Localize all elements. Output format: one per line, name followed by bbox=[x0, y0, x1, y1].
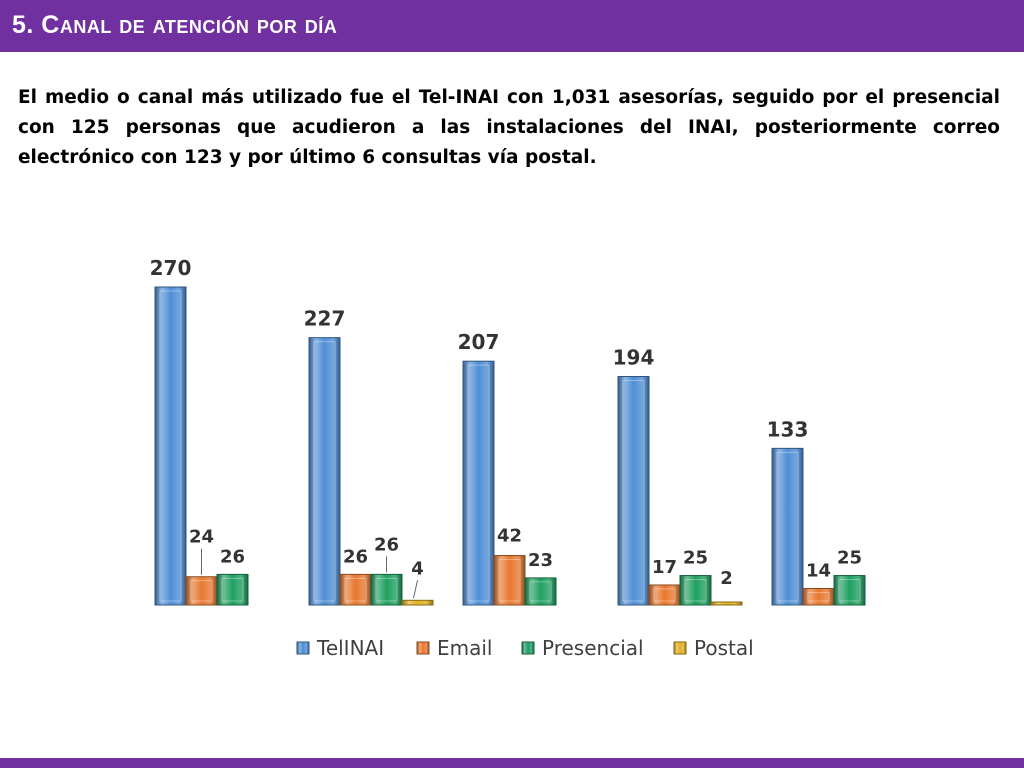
bar-bevel-email-5 bbox=[807, 592, 830, 602]
data-label-presencial-4: 25 bbox=[683, 548, 708, 569]
data-label-email-3: 42 bbox=[497, 526, 522, 547]
bar-bevel-email-2 bbox=[344, 577, 367, 602]
data-label-telinai-2: 227 bbox=[304, 307, 346, 331]
bar-bevel-email-3 bbox=[498, 559, 521, 602]
data-label-email-2: 26 bbox=[343, 546, 368, 567]
data-label-telinai-4: 194 bbox=[613, 346, 655, 370]
legend-swatch-postal bbox=[673, 641, 687, 655]
bar-bevel-telinai-5 bbox=[776, 451, 799, 602]
data-label-telinai-5: 133 bbox=[767, 417, 809, 441]
bar-presencial-3 bbox=[524, 577, 557, 606]
bar-presencial-2 bbox=[370, 573, 403, 606]
data-label-presencial-1: 26 bbox=[220, 546, 245, 567]
bar-telinai-5 bbox=[771, 447, 804, 606]
bar-presencial-5 bbox=[833, 575, 866, 606]
bar-telinai-3 bbox=[462, 360, 495, 606]
legend-label-postal: Postal bbox=[694, 636, 754, 660]
bar-bevel-presencial-4 bbox=[684, 579, 707, 602]
bar-bevel-telinai-3 bbox=[467, 364, 490, 602]
data-label-presencial-2: 26 bbox=[374, 534, 399, 555]
legend-label-presencial: Presencial bbox=[542, 636, 644, 660]
bar-email-2 bbox=[339, 573, 372, 606]
bar-bevel-presencial-1 bbox=[221, 577, 244, 602]
bar-presencial-4 bbox=[679, 575, 712, 606]
data-label-email-1: 24 bbox=[189, 527, 214, 548]
page-title: 5. Canal de atención por día bbox=[12, 11, 338, 39]
bar-postal-4 bbox=[710, 601, 743, 606]
bar-bevel-email-1 bbox=[190, 580, 213, 602]
header-bar: 5. Canal de atención por día bbox=[0, 0, 1024, 52]
legend-swatch-email bbox=[416, 641, 430, 655]
bar-bevel-telinai-4 bbox=[622, 380, 645, 602]
data-label-telinai-3: 207 bbox=[458, 330, 500, 354]
bar-bevel-email-4 bbox=[653, 588, 676, 602]
data-label-email-4: 17 bbox=[652, 557, 677, 578]
bar-bevel-presencial-5 bbox=[838, 579, 861, 602]
data-label-email-5: 14 bbox=[806, 561, 831, 582]
bar-bevel-telinai-2 bbox=[313, 341, 336, 602]
legend-label-email: Email bbox=[437, 636, 493, 660]
legend-label-telinai: TelINAI bbox=[316, 636, 384, 660]
leader-line bbox=[413, 580, 418, 599]
footer-bar bbox=[0, 758, 1024, 768]
bar-bevel-presencial-3 bbox=[529, 581, 552, 602]
bar-bevel-telinai-1 bbox=[159, 290, 182, 602]
bar-telinai-1 bbox=[154, 286, 187, 606]
data-label-presencial-5: 25 bbox=[837, 548, 862, 569]
legend-swatch-presencial bbox=[521, 641, 535, 655]
bar-postal-2 bbox=[401, 599, 434, 606]
bar-bevel-presencial-2 bbox=[375, 577, 398, 602]
data-label-telinai-1: 270 bbox=[150, 256, 192, 280]
data-label-postal-4: 2 bbox=[720, 568, 733, 589]
bar-presencial-1 bbox=[216, 573, 249, 606]
bar-telinai-4 bbox=[617, 376, 650, 606]
legend-swatch-telinai bbox=[296, 641, 310, 655]
bar-telinai-2 bbox=[308, 337, 341, 606]
intro-paragraph: El medio o canal más utilizado fue el Te… bbox=[18, 87, 1000, 168]
data-label-presencial-3: 23 bbox=[528, 550, 553, 571]
data-label-postal-2: 4 bbox=[411, 558, 424, 579]
